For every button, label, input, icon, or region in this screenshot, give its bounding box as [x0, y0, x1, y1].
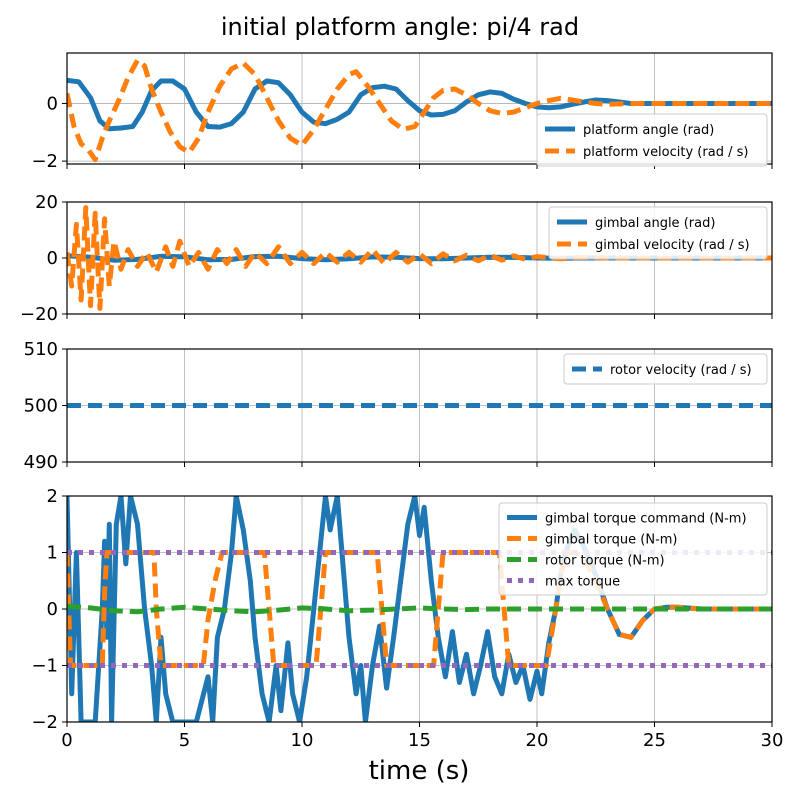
x-tick-label: 15 — [408, 730, 431, 751]
legend-label: gimbal torque (N-m) — [545, 533, 678, 548]
y-tick-label: 0 — [47, 93, 58, 114]
legend-rotor: rotor velocity (rad / s) — [563, 353, 768, 385]
y-tick-label: 1 — [47, 543, 58, 564]
y-tick-label: 500 — [24, 396, 58, 417]
legend-box — [563, 353, 768, 385]
legend-box — [536, 113, 768, 167]
x-tick-label: 25 — [643, 730, 666, 751]
legend-gimbal: gimbal angle (rad) gimbal velocity (rad /… — [548, 206, 768, 260]
x-tick-label: 20 — [526, 730, 549, 751]
legend-box — [498, 502, 768, 596]
y-tick-label: 490 — [24, 452, 58, 473]
y-tick-label: 20 — [35, 192, 58, 213]
legend-label: rotor velocity (rad / s) — [610, 363, 752, 378]
x-axis-label: time (s) — [369, 756, 470, 786]
y-tick-label: 510 — [24, 339, 58, 360]
legend-label: gimbal torque command (N-m) — [545, 512, 747, 527]
series-line-platform-angle-rad- — [67, 77, 772, 132]
series-line-gimbal-torque-command-n-m- — [67, 496, 772, 722]
legend-label: platform velocity (rad / s) — [583, 145, 748, 160]
y-tick-label: −2 — [31, 712, 58, 733]
y-tick-label: −1 — [31, 656, 58, 677]
legend-label: platform angle (rad) — [583, 123, 714, 138]
legend-label: gimbal angle (rad) — [595, 216, 715, 231]
legend-box — [548, 206, 768, 260]
legend-label: max torque — [545, 575, 620, 590]
panel-rotor: 510 500 490 rotor velocity (rad / s) — [24, 339, 773, 473]
legend-label: gimbal velocity (rad / s) — [595, 238, 750, 253]
x-tick-label: 10 — [291, 730, 314, 751]
chart-title: initial platform angle: pi/4 rad — [221, 13, 579, 41]
panel-platform: −2 0 platform angle (rad) platform velocity… — [31, 52, 773, 172]
series-line-rotor-torque-n-m- — [67, 603, 772, 615]
y-tick-label: −20 — [20, 304, 58, 325]
legend-label: rotor torque (N-m) — [545, 554, 665, 569]
series-line-gimbal-velocity-rad-s- — [67, 205, 772, 311]
y-tick-label: −2 — [31, 151, 58, 172]
y-tick-label: 0 — [47, 599, 58, 620]
x-tick-label: 30 — [761, 730, 784, 751]
legend-platform: platform angle (rad) platform velocity (r… — [536, 113, 768, 167]
x-tick-label: 5 — [179, 730, 190, 751]
legend-torque: gimbal torque command (N-m) gimbal torque… — [498, 502, 768, 596]
panel-gimbal: 20 0 −20 gimbal angle (rad) gimbal velocity … — [20, 192, 773, 325]
plot-area-platform — [67, 57, 772, 163]
plot-area-gimbal — [67, 205, 772, 311]
y-tick-label: 2 — [47, 486, 58, 507]
x-tick-label: 0 — [61, 730, 72, 751]
y-tick-label: 0 — [47, 248, 58, 269]
